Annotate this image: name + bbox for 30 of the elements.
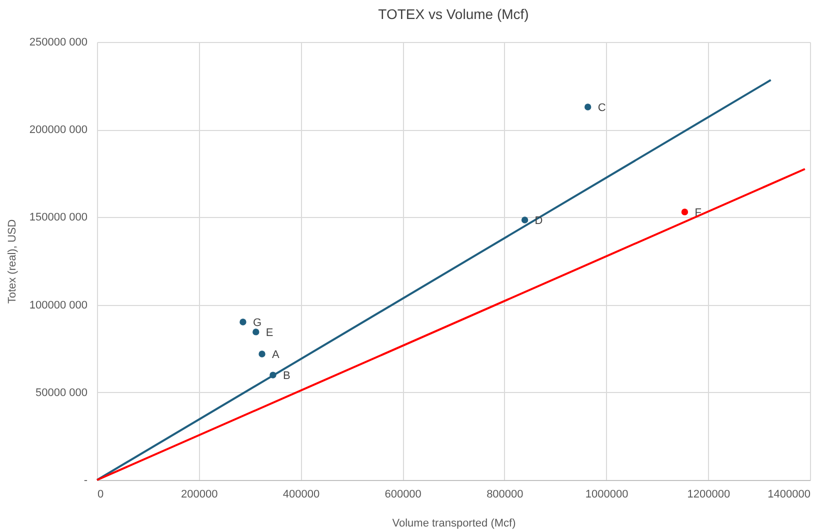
point (240, 318, 246, 326)
y-tick-label: 150000 000 (29, 212, 88, 224)
y-tick-label: - (84, 474, 88, 486)
annotation: D (534, 215, 543, 228)
annotation: B (282, 370, 290, 382)
annotation: A (272, 349, 280, 362)
y-tick-label: 250000 000 (29, 36, 88, 48)
x-tick-label: 800000 (486, 488, 524, 500)
chart-title: TOTEX vs Volume (Mcf) (378, 6, 529, 22)
x-tick-label: 600000 (384, 488, 422, 500)
y-tick-label: 50000 000 (36, 386, 88, 399)
point (584, 104, 592, 110)
y-tick-label: 200000 000 (29, 124, 88, 136)
y-tick-label: 100000 000 (29, 299, 88, 312)
point (521, 216, 528, 224)
point (270, 372, 276, 378)
x-tick-label: 1400000 (768, 488, 810, 500)
y-axis-title: Totex (real), USD (6, 219, 18, 304)
x-tick-label: 400000 (282, 488, 320, 500)
point (252, 328, 260, 336)
x-tick-label: 1200000 (687, 488, 730, 500)
annotation: G (252, 316, 262, 329)
x-tick-label: 0 (98, 488, 104, 500)
annotation: C (598, 102, 606, 114)
point (258, 350, 266, 358)
annotation: E (266, 326, 274, 339)
x-tick-label: 1000000 (585, 488, 628, 500)
x-tick-label: 200000 (181, 488, 218, 500)
point (681, 208, 688, 216)
x-axis-title: Volume transported (Mcf) (392, 518, 516, 530)
